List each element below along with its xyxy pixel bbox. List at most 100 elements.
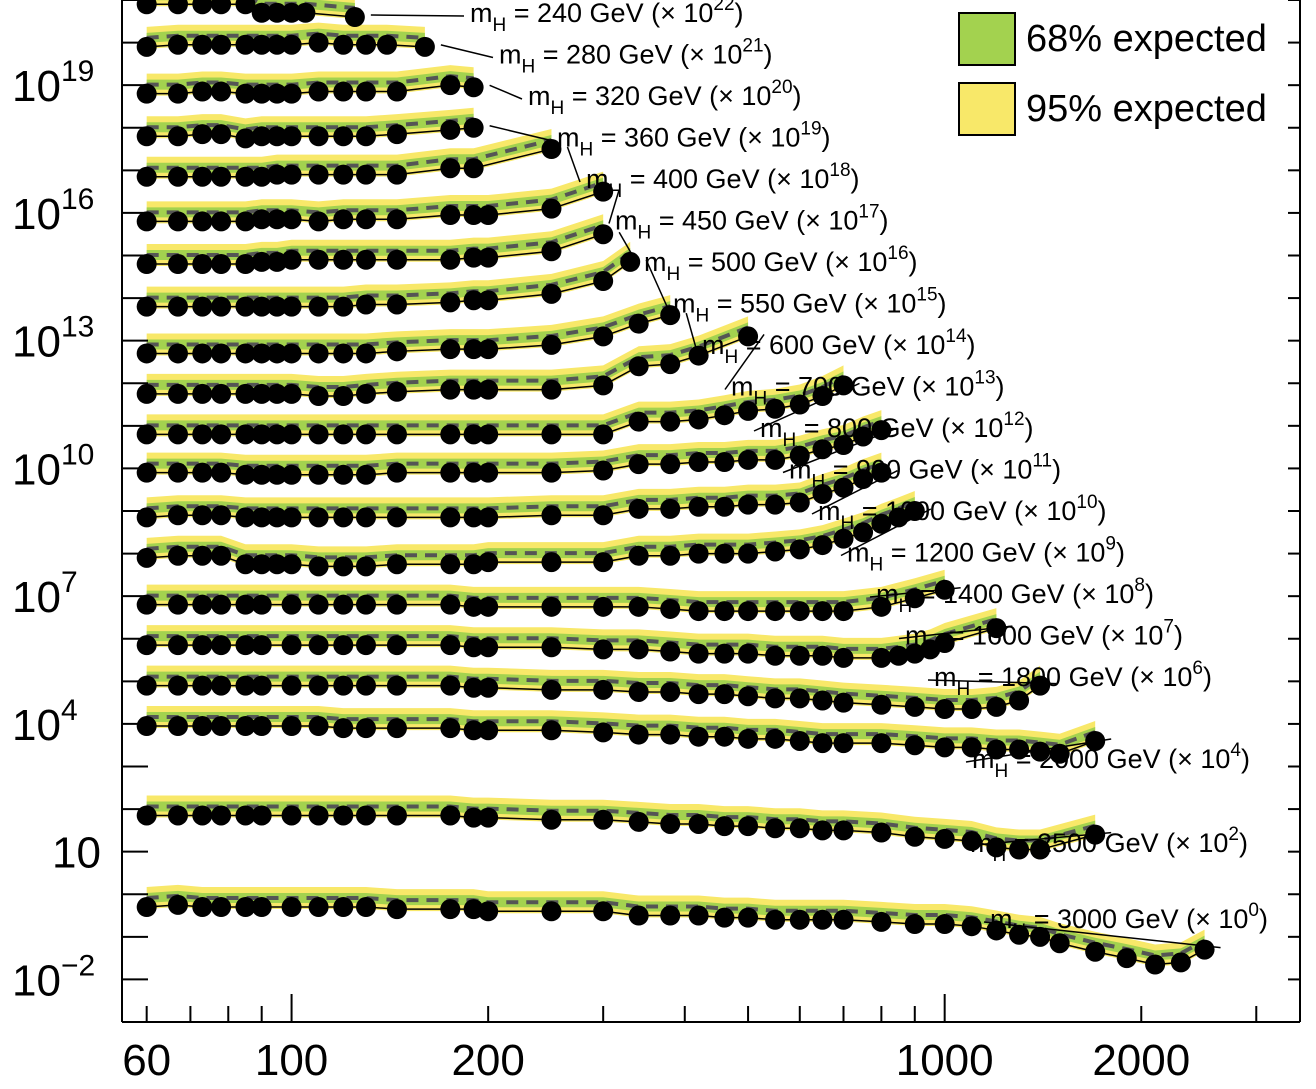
point-550-14 (478, 290, 499, 311)
point-2000-15 (593, 722, 614, 743)
point-240-1 (167, 0, 188, 15)
point-320-5 (251, 83, 272, 104)
label-2500: mH = 2500 GeV (× 102) (970, 824, 1248, 866)
point-320-0 (136, 83, 157, 104)
point-600-10 (355, 343, 376, 364)
point-1000-23 (789, 492, 810, 513)
point-1200-24 (812, 535, 833, 556)
band68-600 (146, 301, 671, 350)
point-1800-21 (765, 688, 786, 709)
label-800: mH = 800 GeV (× 1012) (760, 409, 1034, 451)
point-800-20 (714, 405, 735, 426)
point-360-3 (211, 124, 232, 145)
point-1600-0 (136, 635, 157, 656)
point-700-14 (478, 379, 499, 400)
arrow-320 (489, 84, 523, 100)
band68-2000 (146, 712, 1096, 750)
point-3000-21 (765, 909, 786, 930)
expected-line-450 (146, 180, 604, 215)
point-3000-29 (986, 920, 1007, 941)
point-700-10 (355, 383, 376, 404)
point-1200-5 (251, 554, 272, 575)
point-1400-14 (541, 596, 562, 617)
point-600-18 (660, 305, 681, 326)
point-900-18 (660, 454, 681, 475)
point-700-2 (192, 383, 213, 404)
point-700-13 (463, 379, 484, 400)
point-450-9 (333, 209, 354, 230)
point-1000-14 (478, 507, 499, 528)
point-360-11 (386, 124, 407, 145)
point-360-12 (440, 119, 461, 140)
point-400-2 (192, 166, 213, 187)
point-400-3 (211, 166, 232, 187)
arrow-1600 (898, 625, 1013, 640)
point-450-15 (541, 198, 562, 219)
point-800-4 (235, 424, 256, 445)
point-550-6 (267, 296, 288, 317)
point-2000-23 (812, 733, 833, 754)
arrow-240 (370, 14, 465, 17)
point-600-16 (593, 326, 614, 347)
point-240-0 (136, 0, 157, 15)
point-3000-8 (333, 897, 354, 918)
point-2500-14 (541, 809, 562, 830)
point-1000-17 (628, 498, 649, 519)
point-320-6 (267, 83, 288, 104)
point-900-12 (440, 462, 461, 483)
point-1600-24 (833, 647, 854, 668)
legend-swatch-68 (958, 12, 1016, 66)
point-700-17 (628, 356, 649, 377)
point-280-11 (377, 34, 398, 55)
point-900-3 (211, 462, 232, 483)
point-500-3 (211, 254, 232, 275)
label-1400: mH = 1400 GeV (× 108) (876, 575, 1154, 617)
arrow-900 (782, 427, 898, 474)
point-3000-15 (593, 901, 614, 922)
point-600-3 (211, 343, 232, 364)
point-1400-23 (812, 601, 833, 622)
point-1400-21 (765, 601, 786, 622)
point-600-4 (235, 343, 256, 364)
point-280-12 (414, 36, 435, 57)
point-2500-23 (812, 820, 833, 841)
y-tick-label-1e7: 107 (12, 566, 78, 622)
point-450-14 (478, 205, 499, 226)
point-800-24 (812, 386, 833, 407)
point-1000-13 (463, 507, 484, 528)
legend-item-68: 68% expected (958, 12, 1267, 66)
x-tick-label-60: 60 (122, 1036, 171, 1085)
point-900-24 (812, 439, 833, 460)
point-2500-0 (136, 805, 157, 826)
point-500-2 (192, 254, 213, 275)
point-700-0 (136, 383, 157, 404)
point-1600-15 (593, 639, 614, 660)
point-2000-22 (789, 730, 810, 751)
arrow-450 (608, 189, 620, 224)
point-500-1 (167, 254, 188, 275)
point-400-8 (308, 164, 329, 185)
point-1000-27 (871, 462, 892, 483)
point-1200-26 (853, 522, 874, 543)
point-800-13 (463, 424, 484, 445)
point-550-11 (386, 294, 407, 315)
point-600-14 (478, 339, 499, 360)
label-1200: mH = 1200 GeV (× 109) (847, 534, 1125, 576)
point-700-5 (251, 383, 272, 404)
point-3000-3 (211, 897, 232, 918)
point-1000-18 (660, 498, 681, 519)
label-450: mH = 450 GeV (× 1017) (615, 202, 889, 244)
point-1600-27 (904, 643, 925, 664)
point-1800-5 (251, 675, 272, 696)
y-tick-label-1e1: 10 (52, 829, 101, 878)
point-3000-16 (628, 905, 649, 926)
point-500-12 (440, 249, 461, 270)
point-240-5 (251, 2, 272, 23)
point-280-3 (211, 34, 232, 55)
arrow-550 (645, 259, 668, 307)
label-240: mH = 240 GeV (× 1022) (470, 0, 744, 36)
point-1200-4 (235, 554, 256, 575)
point-1000-9 (333, 507, 354, 528)
point-1800-13 (478, 677, 499, 698)
point-2500-6 (281, 805, 302, 826)
